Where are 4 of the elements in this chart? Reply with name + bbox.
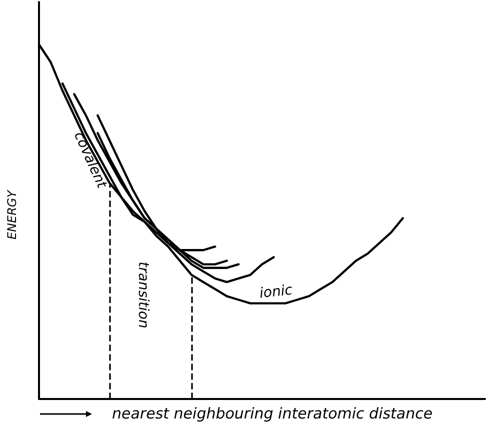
- annotation: transition: [135, 262, 151, 328]
- y-axis-title: ENERGY: [5, 188, 19, 240]
- annotation: ionic: [258, 282, 294, 302]
- x-axis-title: nearest neighbouring interatomic distance: [112, 404, 433, 422]
